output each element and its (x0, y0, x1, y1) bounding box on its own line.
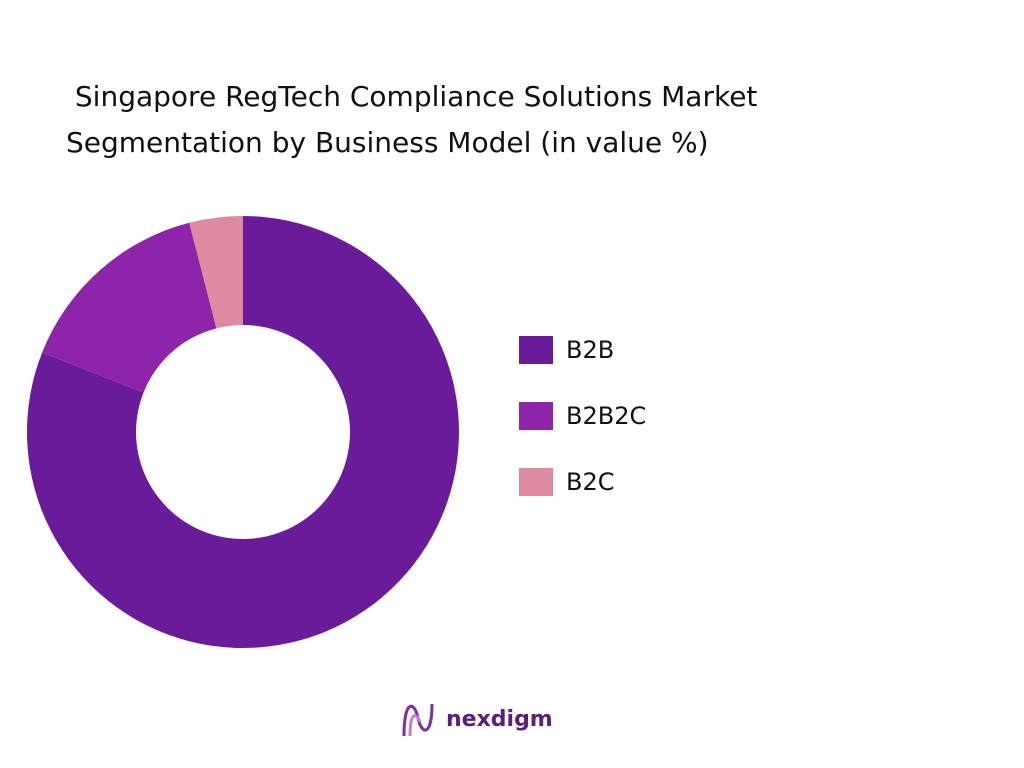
legend-swatch (519, 468, 553, 496)
legend-swatch (519, 402, 553, 430)
legend-label: B2B (566, 336, 614, 364)
logo-icon (402, 703, 434, 737)
legend-swatch (519, 336, 553, 364)
slice (189, 216, 243, 329)
chart-title: Singapore RegTech Compliance Solutions M… (66, 80, 767, 159)
brand: nexdigm (446, 707, 553, 732)
legend-label: B2B2C (566, 402, 646, 430)
slice (26, 216, 459, 649)
slice (42, 222, 217, 393)
legend-label: B2C (566, 468, 615, 496)
